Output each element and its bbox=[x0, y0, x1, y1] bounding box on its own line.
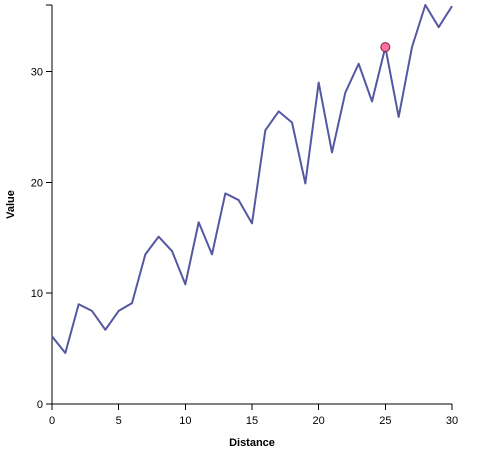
x-tick-label: 15 bbox=[246, 415, 258, 427]
x-tick-label: 20 bbox=[313, 415, 325, 427]
x-tick-label: 25 bbox=[379, 415, 391, 427]
series-line-0 bbox=[51, 4, 453, 355]
plot-area bbox=[51, 4, 453, 355]
highlighted-point[interactable] bbox=[380, 42, 391, 53]
x-axis-title: Distance bbox=[229, 437, 275, 449]
x-tick-label: 0 bbox=[49, 415, 55, 427]
x-axis: 0 5 10 15 20 25 30 bbox=[49, 403, 458, 427]
y-tick-label: 10 bbox=[31, 288, 43, 300]
y-tick-label: 30 bbox=[31, 67, 43, 79]
x-tick-label: 30 bbox=[446, 415, 458, 427]
y-tick-label: 0 bbox=[37, 399, 43, 411]
y-axis: 0 10 20 30 bbox=[31, 4, 53, 411]
x-tick-label: 5 bbox=[116, 415, 122, 427]
y-tick-label: 20 bbox=[31, 177, 43, 189]
y-axis-title: Value bbox=[5, 190, 17, 219]
x-tick-label: 10 bbox=[179, 415, 191, 427]
